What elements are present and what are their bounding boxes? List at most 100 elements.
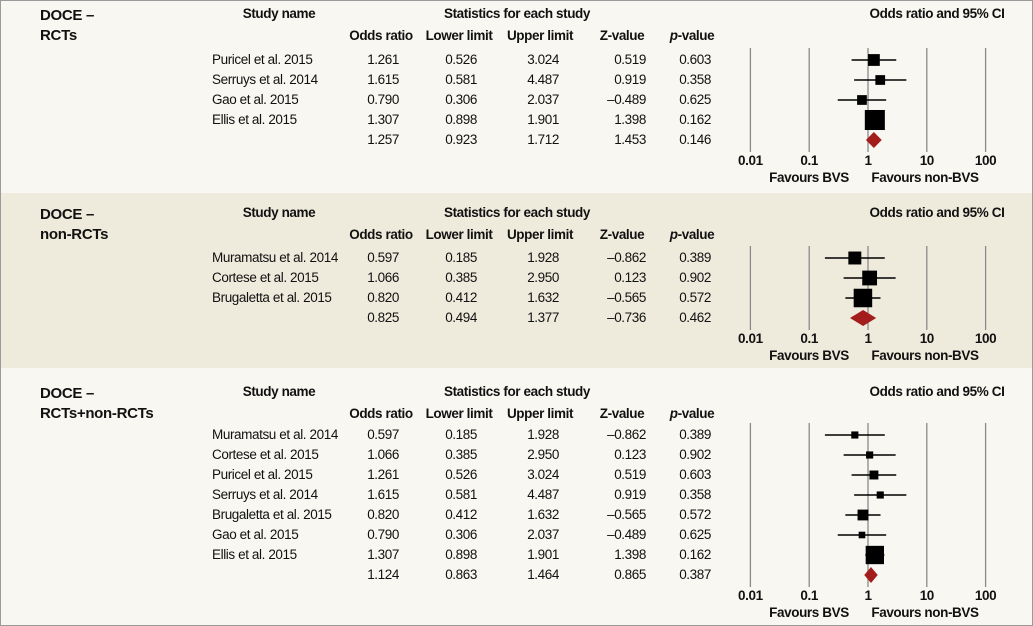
study-marker (864, 109, 885, 131)
odds-ratio-value: 1.307 (367, 547, 399, 562)
x-tick-label: 1 (864, 588, 872, 603)
panel-title-line2: RCTs+non-RCTs (40, 405, 154, 422)
lower-limit-value: 0.898 (445, 547, 477, 562)
odds-ratio-value: 1.066 (367, 270, 399, 285)
x-tick-label: 0.1 (800, 588, 818, 603)
study-name: Puricel et al. 2015 (212, 52, 313, 67)
z-value: –0.489 (607, 92, 646, 107)
x-tick-label: 1 (864, 331, 872, 346)
z-value: –0.862 (607, 250, 646, 265)
header-statistics: Statistics for each study (443, 205, 591, 220)
p-value: 0.603 (679, 52, 711, 67)
favours-bvs-label: Favours BVS (769, 348, 849, 363)
upper-limit-value: 1.632 (527, 507, 559, 522)
forest-plot-3 (749, 423, 987, 587)
upper-limit-value: 2.950 (527, 447, 559, 462)
study-marker (848, 251, 862, 265)
forest-panel-1: DOCE – RCTs Study name Statistics for each … (1, 0, 1032, 192)
lower-limit-value: 0.923 (445, 132, 477, 147)
panel-title-line2: non-RCTs (40, 226, 109, 243)
lower-limit-value: 0.306 (445, 527, 477, 542)
p-value: 0.572 (679, 507, 711, 522)
z-value: –0.565 (607, 507, 646, 522)
x-tick-label: 0.1 (800, 331, 818, 346)
x-tick-label: 100 (974, 331, 997, 346)
header-odds-ratio: Odds ratio (349, 227, 413, 242)
study-name: Muramatsu et al. 2014 (212, 427, 338, 442)
study-name: Cortese et al. 2015 (212, 447, 319, 462)
lower-limit-value: 0.898 (445, 112, 477, 127)
study-name: Gao et al. 2015 (212, 92, 299, 107)
header-upper-limit: Upper limit (506, 406, 574, 421)
lower-limit-value: 0.863 (445, 567, 477, 582)
p-italic: p (669, 406, 678, 421)
study-name: Ellis et al. 2015 (212, 112, 297, 127)
z-value: 1.398 (614, 112, 646, 127)
odds-ratio-value: 1.066 (367, 447, 399, 462)
z-value: 0.123 (614, 270, 646, 285)
favours-bvs-label: Favours BVS (769, 605, 849, 620)
p-value: 0.162 (679, 547, 711, 562)
study-marker (876, 491, 884, 499)
header-p-value: p-value (657, 227, 727, 243)
panel-title-line1: DOCE – (40, 385, 95, 402)
x-tick-label: 100 (974, 588, 997, 603)
forest-panel-2: DOCE – non-RCTs Study name Statistics for e… (1, 193, 1032, 368)
lower-limit-value: 0.185 (445, 250, 477, 265)
forest-panel-3: DOCE – RCTs+non-RCTs Study name Statistics … (1, 370, 1032, 626)
p-value: 0.162 (679, 112, 711, 127)
upper-limit-value: 1.377 (527, 310, 559, 325)
upper-limit-value: 1.464 (527, 567, 559, 582)
odds-ratio-value: 1.261 (367, 52, 399, 67)
pooled-odds-ratio: 1.257 (367, 132, 399, 147)
study-marker (866, 451, 874, 459)
p-rest: -value (677, 28, 715, 43)
panel-title-line1: DOCE – (40, 206, 95, 223)
z-value: 1.398 (614, 547, 646, 562)
header-upper-limit: Upper limit (506, 227, 574, 242)
odds-ratio-value: 1.615 (367, 487, 399, 502)
study-name: Cortese et al. 2015 (212, 270, 319, 285)
p-value: 0.358 (679, 72, 711, 87)
header-z-value: Z-value (599, 406, 645, 421)
upper-limit-value: 2.950 (527, 270, 559, 285)
upper-limit-value: 2.037 (527, 527, 559, 542)
z-value: –0.736 (607, 310, 646, 325)
study-marker (865, 545, 884, 565)
z-value: 0.919 (614, 72, 646, 87)
study-marker (858, 531, 866, 539)
study-marker (853, 288, 873, 308)
odds-ratio-value: 1.615 (367, 72, 399, 87)
odds-ratio-value: 0.790 (367, 527, 399, 542)
p-value: 0.625 (679, 527, 711, 542)
odds-ratio-value: 0.820 (367, 290, 399, 305)
header-lower-limit: Lower limit (425, 227, 493, 242)
header-lower-limit: Lower limit (425, 406, 493, 421)
lower-limit-value: 0.526 (445, 52, 477, 67)
upper-limit-value: 1.901 (527, 547, 559, 562)
header-plot-title: Odds ratio and 95% CI (869, 384, 1005, 399)
p-rest: -value (677, 406, 715, 421)
odds-ratio-value: 0.820 (367, 507, 399, 522)
study-name: Gao et al. 2015 (212, 527, 299, 542)
lower-limit-value: 0.385 (445, 270, 477, 285)
header-upper-limit: Upper limit (506, 28, 574, 43)
study-marker (857, 509, 869, 521)
x-tick-label: 10 (919, 153, 935, 168)
upper-limit-value: 1.901 (527, 112, 559, 127)
forest-plot-1 (749, 48, 987, 152)
study-name: Serruys et al. 2014 (212, 487, 318, 502)
p-value: 0.389 (679, 250, 711, 265)
study-marker (869, 470, 879, 480)
p-value: 0.902 (679, 270, 711, 285)
p-value: 0.462 (679, 310, 711, 325)
p-italic: p (669, 28, 678, 43)
x-tick-label: 10 (919, 588, 935, 603)
study-name: Muramatsu et al. 2014 (212, 250, 338, 265)
lower-limit-value: 0.185 (445, 427, 477, 442)
p-value: 0.387 (679, 567, 711, 582)
upper-limit-value: 2.037 (527, 92, 559, 107)
z-value: 1.453 (614, 132, 646, 147)
favours-non-bvs-label: Favours non-BVS (871, 348, 979, 363)
p-rest: -value (677, 227, 715, 242)
